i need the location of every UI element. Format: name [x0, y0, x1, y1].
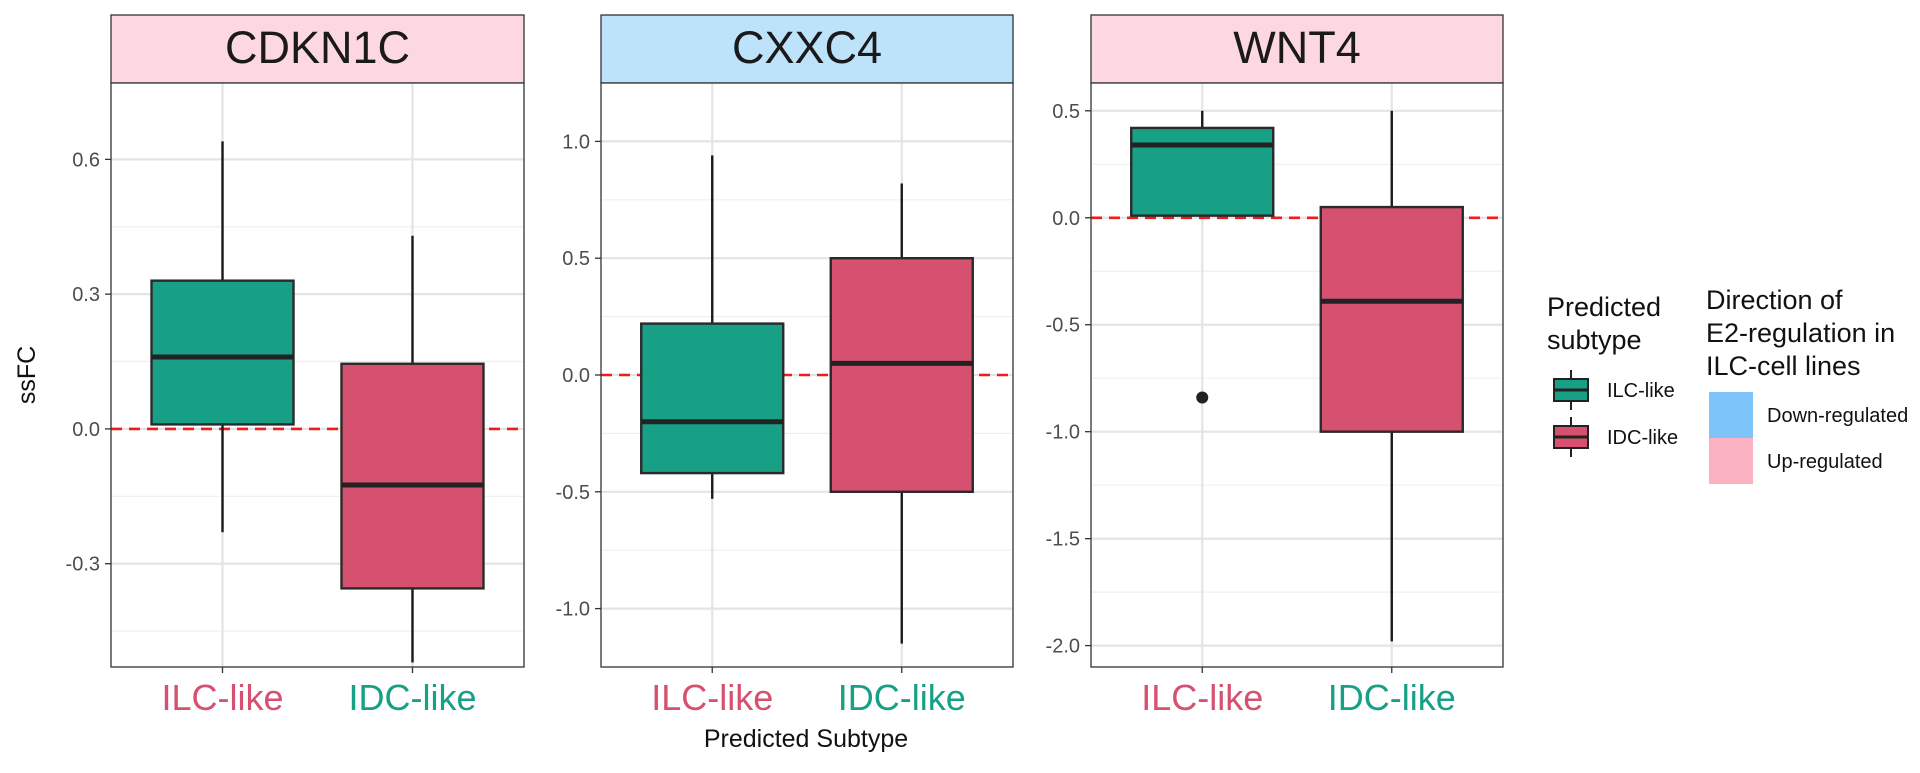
- panel-strip: [110, 14, 525, 84]
- panel-cdkn1c: CDKN1C -0.3 0.0 0.3 0.6 ILC-like IDC-like: [66, 14, 525, 718]
- y-tick-label: -0.5: [556, 482, 590, 504]
- box-iqr: [1130, 126, 1275, 217]
- y-tick-label: 0.5: [1052, 101, 1080, 123]
- x-tick-label: ILC-like: [161, 677, 283, 718]
- y-tick-label: 0.0: [562, 365, 590, 387]
- panel-strip: [1090, 14, 1504, 84]
- panel-border: [600, 82, 1014, 668]
- y-tick-label: -0.5: [1046, 315, 1080, 337]
- x-tick-label: IDC-like: [1328, 677, 1456, 718]
- box-iqr: [150, 279, 295, 426]
- panel-border: [110, 82, 525, 668]
- box-iqr: [829, 257, 974, 494]
- y-tick-label: -1.0: [1046, 422, 1080, 444]
- box-ilc-like: [640, 155, 785, 499]
- y-tick-label: 0.5: [562, 248, 590, 270]
- legend-label: Up-regulated: [1767, 451, 1883, 473]
- legend-key-fill: [1709, 438, 1753, 484]
- y-tick-label: 0.3: [72, 284, 100, 306]
- y-tick-label: 0.0: [72, 419, 100, 441]
- y-tick-label: -0.3: [66, 554, 100, 576]
- panel-wnt4: WNT4 -2.0 -1.5 -1.0 -0.5 0.0 0.5 ILC-like IDC-li…: [1046, 14, 1504, 718]
- panel-title: WNT4: [1233, 22, 1361, 73]
- box-iqr: [640, 322, 785, 475]
- y-tick-label: 0.6: [72, 149, 100, 171]
- legend-item-idc-like[interactable]: IDC-like: [1553, 417, 1678, 457]
- x-axis-title: Predicted Subtype: [704, 725, 908, 753]
- y-tick-label: -2.0: [1046, 636, 1080, 658]
- box-ilc-like: [150, 141, 295, 533]
- box-iqr: [1319, 205, 1464, 433]
- box-idc-like: [1319, 110, 1464, 642]
- box-iqr: [340, 362, 485, 590]
- y-axis-title: ssFC: [13, 346, 41, 404]
- y-tick-label: 1.0: [562, 131, 590, 153]
- x-tick-label: ILC-like: [1141, 677, 1263, 718]
- x-tick-label: IDC-like: [348, 677, 476, 718]
- y-tick-label: 0.0: [1052, 208, 1080, 230]
- legend-title: ILC-cell lines: [1706, 351, 1861, 381]
- panel-cxxc4: CXXC4 -1.0 -0.5 0.0 0.5 1.0 ILC-like IDC-like: [556, 14, 1014, 718]
- legend-title: Direction of: [1706, 285, 1843, 315]
- box-idc-like: [340, 235, 485, 663]
- legend-key-fill: [1709, 392, 1753, 438]
- box-idc-like: [829, 183, 974, 644]
- legend-label: ILC-like: [1607, 380, 1675, 402]
- legend-label: Down-regulated: [1767, 405, 1908, 427]
- x-tick-label: IDC-like: [838, 677, 966, 718]
- panel-strip: [600, 14, 1014, 84]
- panel-border: [1090, 82, 1504, 668]
- legend-title: subtype: [1547, 325, 1642, 355]
- legend-item-down-regulated[interactable]: Down-regulated: [1709, 392, 1908, 438]
- x-tick-label: ILC-like: [651, 677, 773, 718]
- legend-item-ilc-like[interactable]: ILC-like: [1553, 370, 1675, 410]
- y-tick-label: -1.5: [1046, 529, 1080, 551]
- panel-title: CXXC4: [732, 22, 882, 73]
- panel-title: CDKN1C: [225, 22, 410, 73]
- outlier-point: [1196, 391, 1209, 404]
- legend-item-up-regulated[interactable]: Up-regulated: [1709, 438, 1883, 484]
- box-ilc-like: [1130, 110, 1275, 404]
- legend-title: E2-regulation in: [1706, 318, 1895, 348]
- y-tick-label: -1.0: [556, 599, 590, 621]
- legend-label: IDC-like: [1607, 427, 1678, 449]
- legend-title: Predicted: [1547, 292, 1661, 322]
